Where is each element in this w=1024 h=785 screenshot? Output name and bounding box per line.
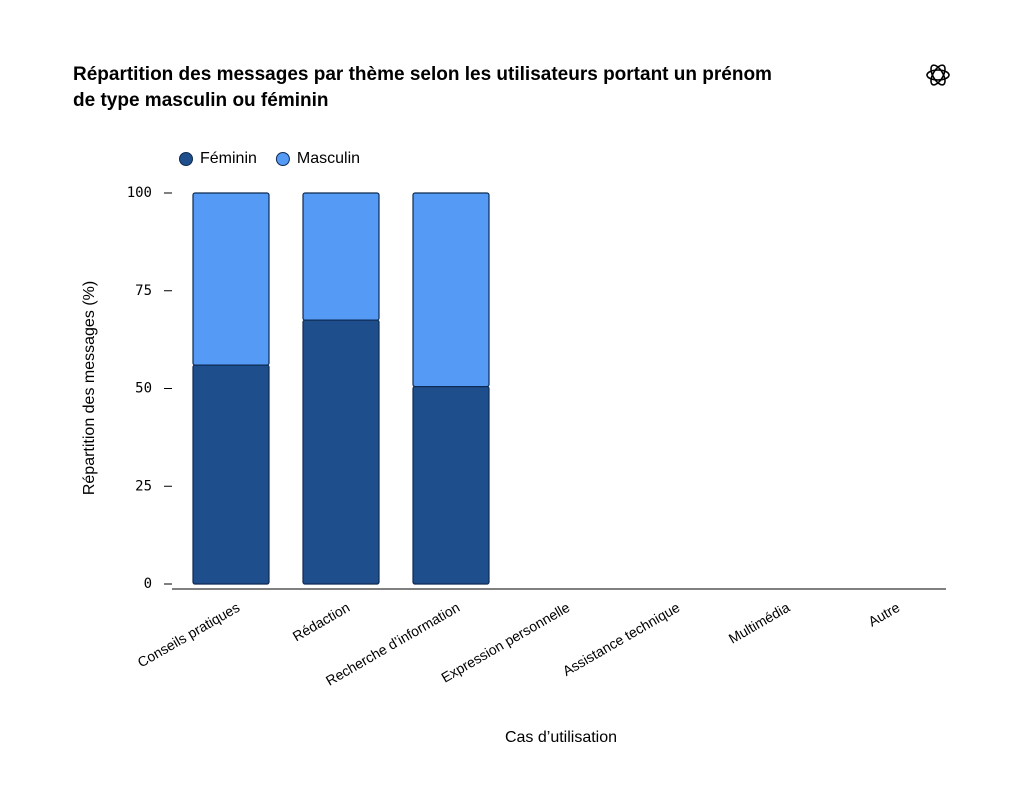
x-tick-label: Conseils pratiques [135,599,243,670]
legend-label: Masculin [297,150,360,167]
y-tick-label: 100 [127,185,152,201]
y-tick-label: 50 [135,381,152,397]
y-tick-label: 75 [135,283,152,299]
y-tick-label: 25 [135,478,152,494]
legend-marker [275,152,290,166]
x-axis-label: Cas d’utilisation [505,729,617,746]
y-tick-label: 0 [144,576,152,592]
bar-segment [302,192,380,321]
bar-segment [412,192,490,388]
x-tick-label: Assistance technique [560,599,683,679]
bar-segment [192,192,270,366]
x-tick-label: Rédaction [290,599,353,644]
legend-label: Féminin [200,150,257,167]
bar-segment [192,364,270,585]
bar-segment [412,385,490,585]
y-axis-label: Répartition des messages (%) [81,281,98,495]
legend-marker [179,152,193,166]
x-tick-label: Multimédia [726,599,793,647]
chart-title: Répartition des messages par thème selon… [73,64,772,111]
bar-segment [302,319,380,585]
logo [926,64,950,86]
x-tick-label: Autre [865,599,902,630]
